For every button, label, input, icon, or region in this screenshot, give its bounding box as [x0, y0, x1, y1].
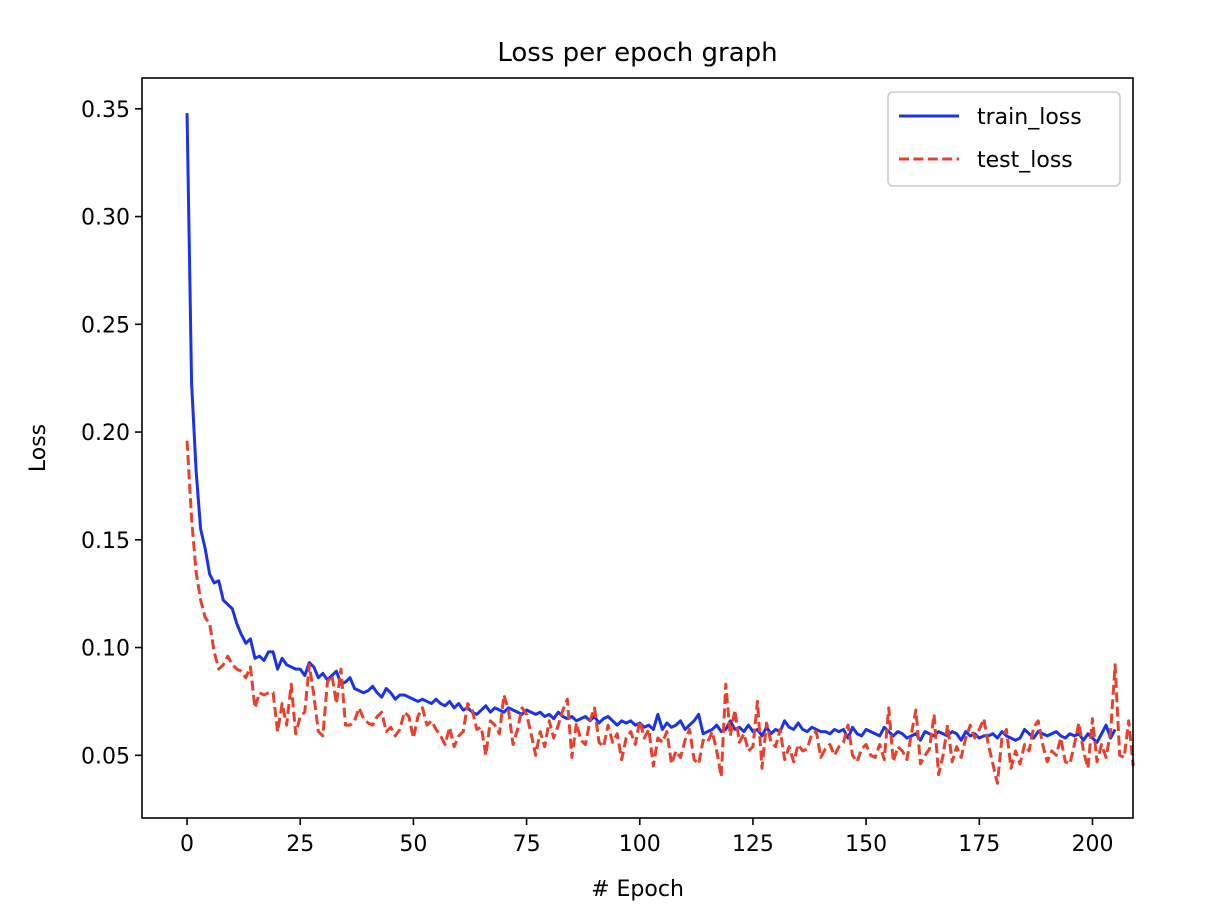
series-line-test-loss: [185, 440, 1135, 785]
y-tick-label: 0.20: [81, 421, 130, 446]
plot-frame: [141, 77, 1134, 819]
x-tick-label: 200: [1071, 832, 1113, 857]
y-axis-label: Loss: [26, 424, 51, 472]
legend: train_loss test_loss: [887, 91, 1121, 187]
x-tick-label: 50: [399, 832, 427, 857]
chart-title: Loss per epoch graph: [497, 38, 777, 68]
y-tick-label: 0.25: [81, 313, 130, 338]
y-axis-ticks: 0.05 0.10 0.15 0.20 0.25 0.30 0.35: [81, 98, 142, 769]
x-tick-label: 75: [513, 832, 541, 857]
y-tick-label: 0.15: [81, 529, 130, 554]
x-axis-label: # Epoch: [591, 877, 684, 902]
x-tick-label: 175: [958, 832, 1000, 857]
y-tick-label: 0.10: [81, 637, 130, 662]
y-tick-label: 0.35: [81, 98, 130, 123]
y-tick-label: 0.30: [81, 206, 130, 231]
x-tick-label: 125: [732, 832, 774, 857]
plot-lines: [185, 113, 1135, 785]
x-tick-label: 150: [845, 832, 887, 857]
legend-label-test-loss: test_loss: [977, 148, 1073, 173]
x-tick-label: 100: [619, 832, 661, 857]
y-tick-label: 0.05: [81, 744, 130, 769]
legend-label-train-loss: train_loss: [977, 105, 1082, 130]
x-tick-label: 25: [286, 832, 314, 857]
x-tick-label: 0: [180, 832, 194, 857]
x-axis-ticks: 0 25 50 75 100 125 150 175 200: [180, 818, 1113, 857]
